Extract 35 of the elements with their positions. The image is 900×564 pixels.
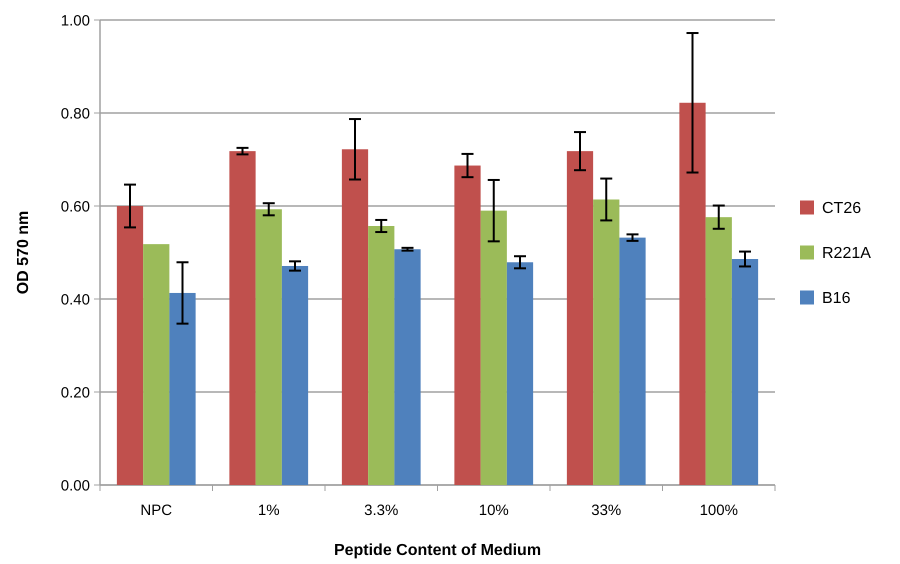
y-tick-label: 0.00	[60, 477, 90, 494]
bar	[566, 151, 594, 485]
bar	[342, 149, 368, 485]
x-tick-label: 10%	[478, 502, 509, 519]
y-tick-label: 0.80	[60, 105, 90, 122]
y-tick-label: 1.00	[60, 12, 90, 30]
bar	[394, 249, 421, 485]
legend-label: CT26	[822, 200, 862, 218]
x-tick-label: NPC	[140, 502, 172, 519]
bar	[593, 199, 620, 485]
bar	[619, 238, 646, 485]
bar	[706, 217, 732, 485]
x-tick-label: 100%	[700, 502, 738, 519]
bar	[169, 292, 196, 485]
bar	[282, 266, 308, 485]
bar	[368, 226, 394, 485]
bar	[143, 244, 170, 485]
x-tick-label: 1%	[258, 502, 280, 519]
bar	[256, 209, 282, 485]
x-tick-label: 33%	[591, 502, 622, 519]
bar	[732, 259, 758, 485]
bar	[679, 102, 706, 485]
bar	[480, 210, 507, 485]
legend-label: R221A	[822, 245, 872, 262]
x-axis-title: Peptide Content of Medium	[334, 542, 542, 559]
bar	[506, 262, 534, 485]
y-tick-label: 0.60	[60, 198, 90, 216]
bar	[116, 206, 144, 485]
x-tick-label: 3.3%	[364, 502, 398, 519]
bar	[229, 151, 256, 485]
y-tick-label: 0.20	[60, 384, 90, 402]
legend-label: B16	[822, 290, 851, 308]
bar	[454, 166, 481, 485]
y-tick-label: 0.40	[60, 291, 90, 308]
y-axis-title: OD 570 nm	[15, 210, 32, 294]
